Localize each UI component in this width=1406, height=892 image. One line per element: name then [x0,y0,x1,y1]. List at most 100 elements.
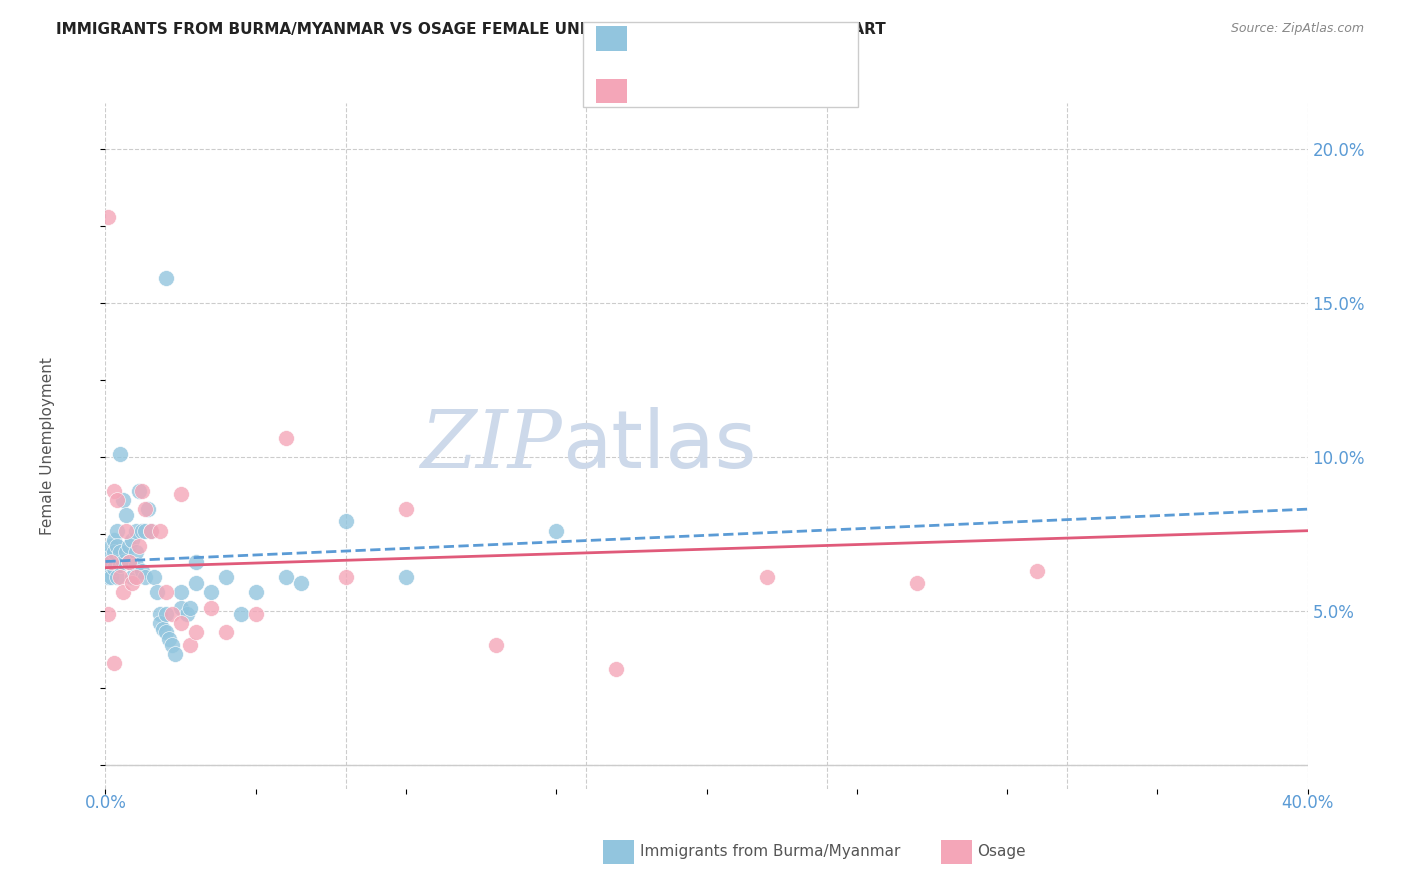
Point [97,560,120,574]
Point [148,524,170,538]
Point [110,570,132,584]
Point [155,271,177,285]
Point [103,483,125,498]
Point [184,576,207,591]
Point [134,524,156,538]
Point [169,487,191,501]
Point [179,638,201,652]
Point [163,647,186,661]
Point [200,600,222,615]
Point [245,585,267,599]
Point [115,524,138,538]
Point [124,524,146,538]
Text: Female Unemployment: Female Unemployment [41,357,55,535]
Point [395,570,418,584]
Point [155,585,177,599]
Point [134,502,156,516]
Point [115,508,138,523]
Point [169,616,191,631]
Point [274,431,297,445]
Point [110,558,132,572]
Text: N =: N = [740,29,776,47]
Point [155,607,177,621]
Point [157,632,180,646]
Text: R =: R = [634,29,671,47]
Point [605,662,627,676]
Point [148,616,170,631]
Point [121,576,143,591]
Point [118,539,141,553]
Point [107,524,129,538]
Point [335,515,357,529]
Point [100,554,122,568]
Point [179,600,201,615]
Text: atlas: atlas [562,407,756,485]
Point [107,492,129,507]
Point [139,524,162,538]
Point [97,607,120,621]
Point [124,545,146,559]
Point [97,549,120,563]
Text: 0.068: 0.068 [673,29,725,47]
Point [110,447,132,461]
Text: IMMIGRANTS FROM BURMA/MYANMAR VS OSAGE FEMALE UNEMPLOYMENT CORRELATION CHART: IMMIGRANTS FROM BURMA/MYANMAR VS OSAGE F… [56,22,886,37]
Point [229,607,252,621]
Point [110,545,132,559]
Point [142,570,165,584]
Point [124,570,146,584]
Text: Immigrants from Burma/Myanmar: Immigrants from Burma/Myanmar [640,845,900,859]
Point [145,585,167,599]
Text: Osage: Osage [977,845,1026,859]
Point [97,210,120,224]
Point [118,554,141,568]
Point [112,554,135,568]
Point [160,607,183,621]
Point [546,524,568,538]
Point [131,483,153,498]
Point [214,570,236,584]
Text: ZIP: ZIP [420,408,562,484]
Point [148,607,170,621]
Point [107,570,129,584]
Point [136,502,159,516]
Point [169,600,191,615]
Point [139,524,162,538]
Point [128,539,150,553]
Point [290,576,312,591]
Point [1026,564,1049,578]
Point [103,533,125,547]
Point [905,576,928,591]
Point [184,554,207,568]
Point [112,492,135,507]
Point [131,564,153,578]
Point [118,554,141,568]
Point [176,607,198,621]
Point [107,539,129,553]
Point [124,558,146,572]
Point [112,585,135,599]
Point [152,622,174,636]
Point [200,585,222,599]
Point [100,554,122,568]
Point [485,638,508,652]
Point [184,625,207,640]
Point [103,560,125,574]
Text: 34: 34 [778,82,801,100]
Text: N =: N = [740,82,776,100]
Text: 0.104: 0.104 [673,82,725,100]
Point [169,585,191,599]
Text: 59: 59 [778,29,800,47]
Point [274,570,297,584]
Point [115,545,138,559]
Point [121,570,143,584]
Point [103,545,125,559]
Point [128,483,150,498]
Point [155,625,177,640]
Point [214,625,236,640]
Point [134,570,156,584]
Text: R =: R = [634,82,671,100]
Point [160,638,183,652]
Point [335,570,357,584]
Point [131,524,153,538]
Text: Source: ZipAtlas.com: Source: ZipAtlas.com [1230,22,1364,36]
